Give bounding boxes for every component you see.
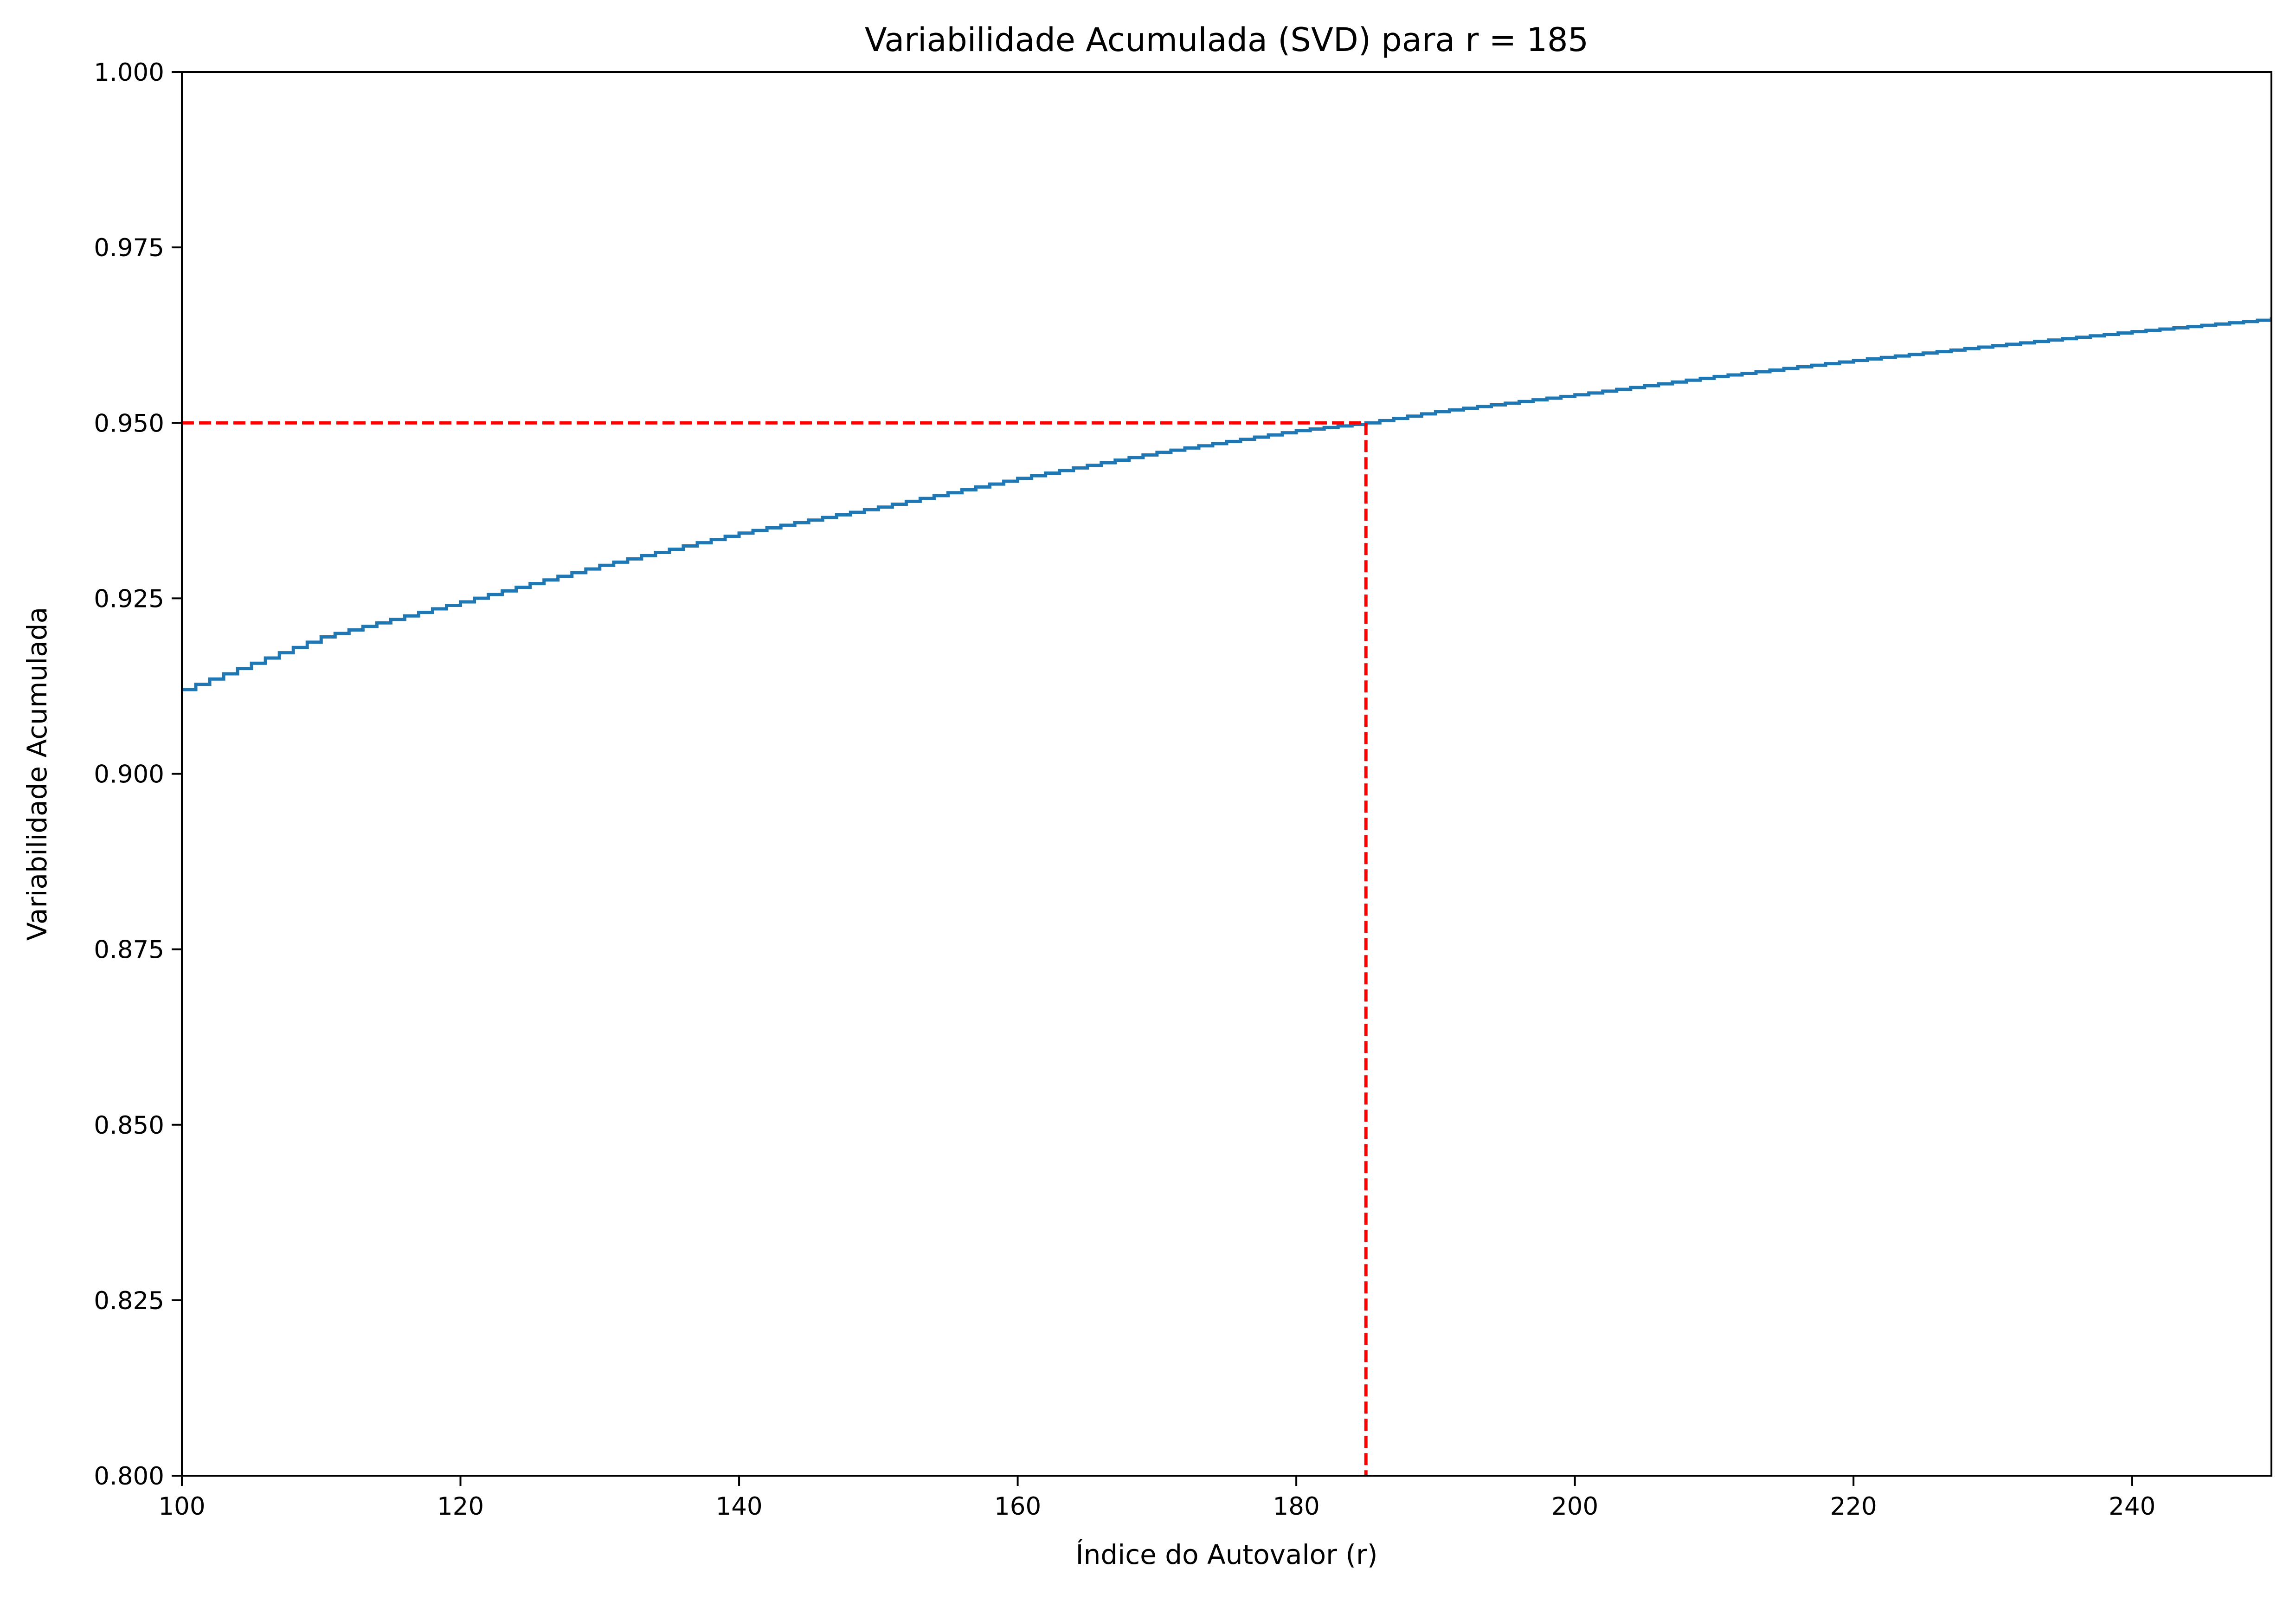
x-tick-label: 240	[2109, 1492, 2155, 1521]
y-tick-label: 0.900	[94, 761, 164, 789]
y-tick-label: 0.975	[94, 234, 164, 262]
x-axis-label: Índice do Autovalor (r)	[1075, 1538, 1377, 1570]
x-tick-label: 160	[994, 1492, 1041, 1521]
y-axis-ticks: 0.800 0.825 0.850 0.875 0.900 0.925 0.950 0.975…	[94, 58, 182, 1491]
x-tick-label: 120	[437, 1492, 484, 1521]
y-tick-label: 1.000	[94, 58, 164, 87]
chart-title: Variabilidade Acumulada (SVD) para r = 1…	[865, 21, 1589, 59]
series-line-0	[182, 317, 2271, 691]
y-tick-label: 0.950	[94, 409, 164, 438]
x-tick-label: 140	[715, 1492, 762, 1521]
x-tick-label: 220	[1830, 1492, 1877, 1521]
x-axis-ticks: 100 120 140 160 180 200 220 240	[158, 1476, 2155, 1521]
y-tick-label: 0.800	[94, 1462, 164, 1491]
y-tick-label: 0.875	[94, 936, 164, 964]
x-tick-label: 100	[158, 1492, 205, 1521]
x-tick-label: 180	[1273, 1492, 1320, 1521]
y-tick-label: 0.925	[94, 585, 164, 613]
y-axis-label: Variabilidade Acumulada	[21, 607, 53, 941]
x-tick-label: 200	[1551, 1492, 1598, 1521]
y-tick-label: 0.850	[94, 1111, 164, 1140]
y-tick-label: 0.825	[94, 1287, 164, 1315]
threshold-layer	[182, 421, 1368, 1476]
series-layer	[182, 317, 2271, 691]
